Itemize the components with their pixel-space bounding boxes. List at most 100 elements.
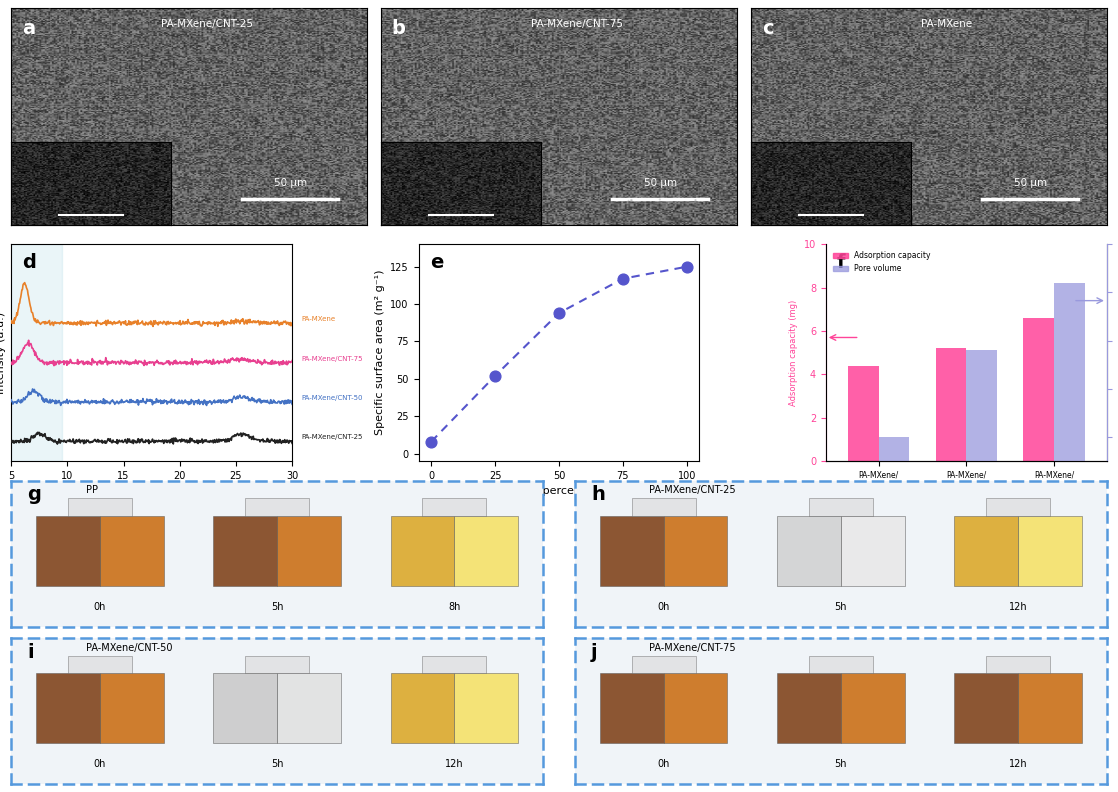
Point (690, 211, 708, 224)
Bar (929, 189, 965, 203)
Point (1049, 188, 1067, 200)
Point (675, 214, 693, 227)
Point (879, 88, 897, 101)
Point (777, 196, 795, 209)
Point (411, 190, 429, 203)
Bar (769, 112, 806, 128)
Point (104, 16, 122, 29)
Point (95, 164, 113, 177)
Text: b: b (391, 19, 406, 38)
Point (972, 154, 989, 167)
Point (462, 156, 480, 169)
Point (447, 138, 465, 150)
Point (833, 208, 851, 220)
Point (779, 23, 797, 36)
Point (73, 184, 91, 196)
Point (666, 188, 684, 200)
Point (243, 6, 260, 18)
Point (1051, 12, 1069, 25)
Point (296, 178, 314, 191)
Bar (349, 190, 378, 203)
Point (249, 6, 267, 19)
Point (778, 175, 796, 188)
Bar (1008, 88, 1033, 104)
Point (778, 40, 796, 52)
Bar (559, 87, 588, 104)
Point (588, 130, 606, 143)
Bar (309, 95, 337, 104)
Point (219, 75, 237, 88)
Point (1078, 139, 1096, 151)
Point (773, 178, 790, 191)
Point (579, 200, 597, 212)
Bar (229, 136, 254, 154)
Point (459, 3, 477, 16)
Point (986, 102, 1004, 115)
Bar (479, 20, 514, 29)
Point (1052, 89, 1070, 102)
Bar (559, 59, 584, 79)
Point (957, 50, 975, 63)
Text: 12h: 12h (1008, 760, 1027, 769)
Point (995, 192, 1013, 205)
Point (177, 193, 195, 206)
Point (575, 67, 593, 80)
Point (1032, 105, 1050, 118)
Text: 5h: 5h (271, 760, 283, 769)
Point (1064, 155, 1082, 168)
Point (963, 120, 980, 132)
Bar (679, 86, 707, 104)
Point (680, 144, 698, 157)
Point (1040, 93, 1058, 106)
Point (807, 48, 825, 60)
Point (1088, 194, 1106, 207)
X-axis label: CNT weight percentage (wt%): CNT weight percentage (wt%) (475, 486, 643, 497)
Point (284, 11, 302, 24)
Point (17, 211, 35, 223)
Point (783, 139, 800, 151)
Point (916, 84, 934, 97)
Point (1046, 154, 1064, 167)
Bar (599, 144, 624, 154)
Point (920, 94, 938, 107)
Point (800, 56, 818, 69)
Point (453, 19, 471, 32)
Point (682, 119, 700, 131)
Point (1038, 123, 1055, 135)
Point (342, 102, 360, 115)
Bar (399, 138, 424, 154)
Point (314, 103, 332, 116)
Point (654, 78, 672, 91)
Bar (929, 69, 957, 79)
Point (557, 40, 575, 53)
Point (430, 217, 448, 230)
Text: e: e (429, 253, 443, 272)
Point (688, 198, 705, 211)
Point (337, 120, 354, 133)
Point (324, 66, 342, 78)
Point (863, 210, 881, 223)
Bar (1023, 318, 1054, 461)
Point (196, 99, 214, 112)
Point (1058, 128, 1076, 141)
Point (222, 71, 240, 84)
Point (859, 217, 877, 230)
Bar (36, 673, 100, 743)
Point (1072, 72, 1090, 85)
Bar (639, 63, 665, 79)
Point (1036, 150, 1054, 162)
Point (265, 214, 283, 227)
Point (177, 15, 195, 28)
Point (485, 196, 503, 209)
Point (556, 114, 574, 127)
Bar (1089, 61, 1118, 79)
Point (934, 187, 951, 200)
Point (665, 159, 683, 172)
Point (417, 189, 435, 202)
Point (714, 120, 732, 132)
Point (712, 177, 730, 189)
Bar (269, 182, 306, 203)
Point (838, 124, 856, 136)
Point (786, 145, 804, 158)
Point (389, 29, 407, 42)
